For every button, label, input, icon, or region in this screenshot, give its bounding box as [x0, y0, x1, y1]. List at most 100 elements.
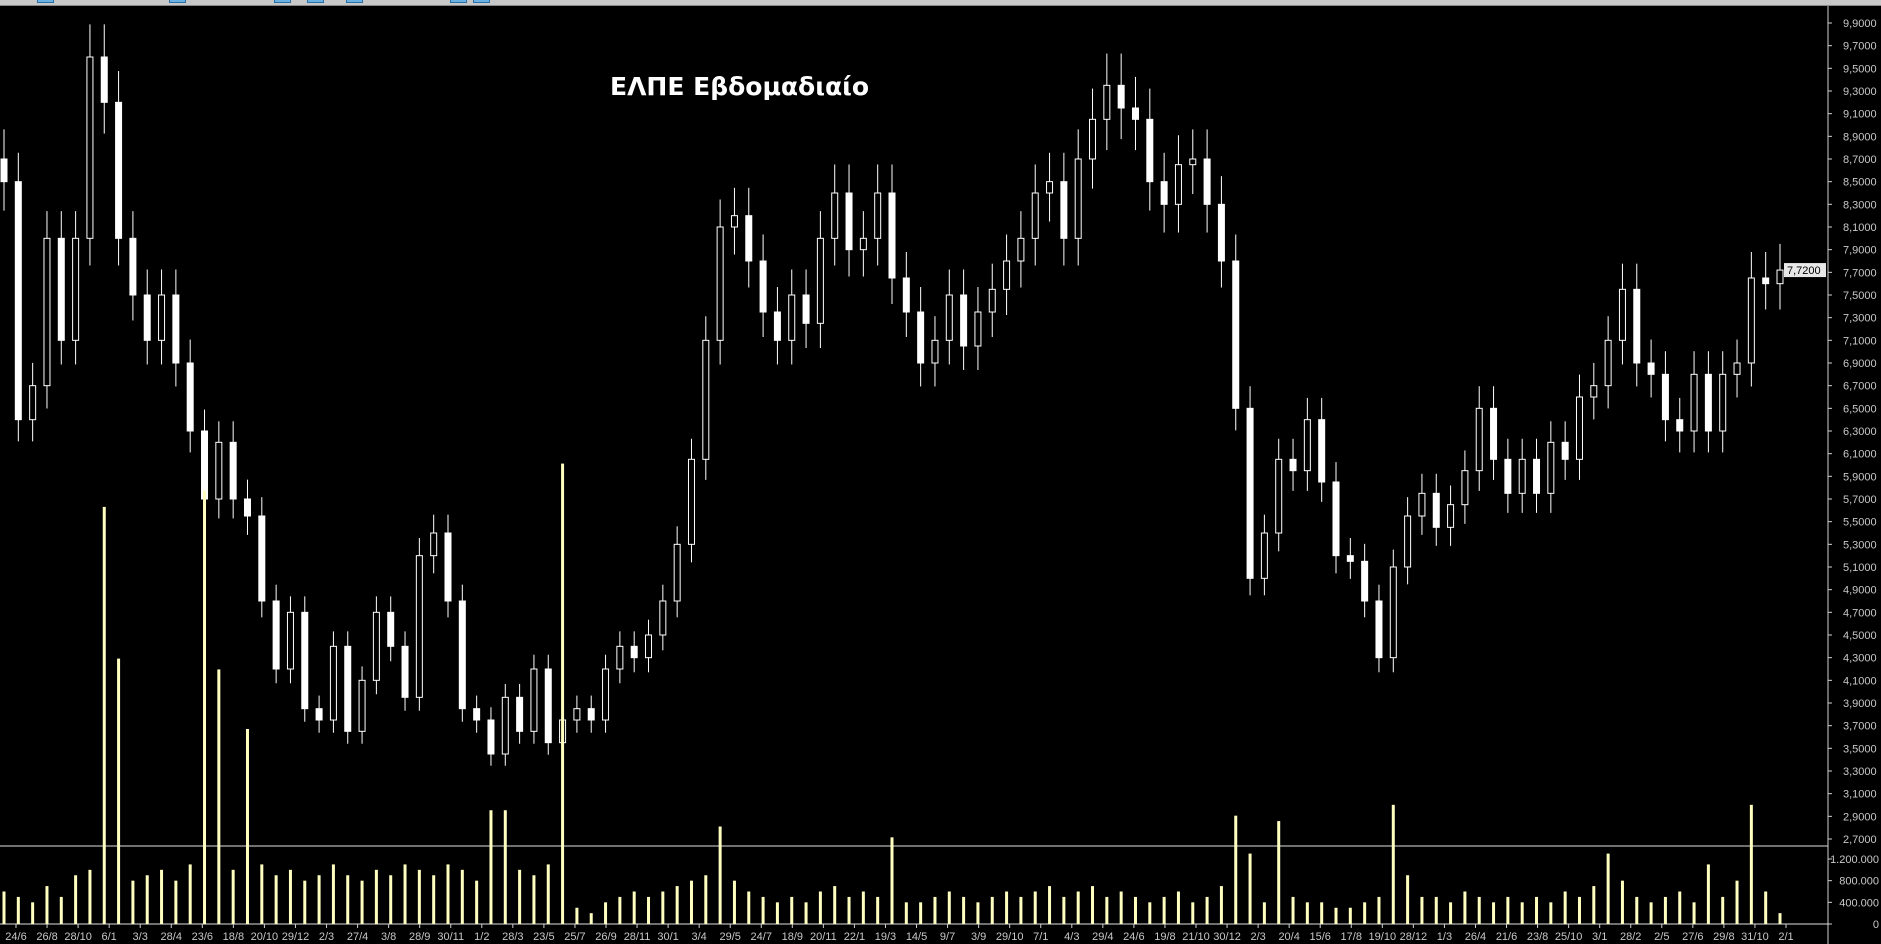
date-tick-label: 22/1 — [844, 931, 865, 943]
volume-bar — [561, 463, 565, 924]
date-tick-label: 20/11 — [810, 931, 837, 943]
price-tick-label: 4,7000 — [1843, 607, 1877, 619]
date-tick-label: 3/3 — [133, 931, 148, 943]
candle-body — [1747, 277, 1755, 364]
volume-bar — [1062, 896, 1066, 924]
volume-bar — [1577, 896, 1581, 924]
volume-bar — [1764, 891, 1768, 924]
volume-bar — [1463, 891, 1467, 924]
volume-bar — [1377, 896, 1381, 924]
volume-bar — [1320, 902, 1324, 924]
volume-bar — [317, 875, 321, 924]
date-tick-label: 31/10 — [1741, 931, 1769, 943]
price-tick-label: 6,7000 — [1843, 381, 1877, 393]
date-tick-label: 29/4 — [1092, 931, 1113, 943]
candle-body — [1461, 470, 1469, 506]
candle-body — [415, 555, 423, 698]
toolbar-button[interactable] — [346, 0, 363, 3]
candle-body — [931, 339, 939, 364]
volume-bar — [360, 880, 364, 924]
volume-bar — [288, 869, 292, 924]
volume-bar — [632, 891, 636, 924]
candle-body — [143, 294, 151, 341]
date-tick-label: 28/2 — [1620, 931, 1641, 943]
candle-body — [1575, 396, 1583, 460]
candle-body — [1074, 158, 1082, 239]
candle-body — [158, 294, 166, 341]
volume-bar — [833, 886, 837, 924]
volume-bar — [1592, 886, 1596, 924]
candle-body — [945, 294, 953, 341]
candle-body — [1518, 458, 1526, 494]
volume-bar — [647, 896, 651, 924]
volume-bar — [919, 902, 923, 924]
toolbar-button[interactable] — [169, 0, 186, 3]
volume-bar — [933, 896, 937, 924]
candle-body — [358, 679, 366, 732]
toolbar-button[interactable] — [473, 0, 490, 3]
volume-bar — [31, 902, 35, 924]
candle-body — [286, 611, 294, 670]
candle-body — [1604, 339, 1612, 387]
chart-title: ΕΛΠΕ Εβδομαδιαίο — [610, 72, 870, 101]
toolbar-button[interactable] — [274, 0, 291, 3]
volume-bar — [417, 869, 421, 924]
date-tick-label: 28/12 — [1400, 931, 1428, 943]
volume-bar — [489, 810, 493, 924]
volume-bar — [618, 896, 622, 924]
date-tick-label: 2/3 — [1250, 931, 1265, 943]
price-tick-label: 3,9000 — [1843, 698, 1877, 710]
toolbar-button[interactable] — [37, 0, 54, 3]
price-tick-label: 2,9000 — [1843, 811, 1877, 823]
candle-body — [516, 696, 524, 732]
date-tick-label: 26/4 — [1465, 931, 1486, 943]
date-tick-label: 9/7 — [940, 931, 955, 943]
volume-bar — [962, 896, 966, 924]
volume-bar — [403, 864, 407, 924]
volume-bar — [790, 896, 794, 924]
date-tick-label: 7/1 — [1033, 931, 1048, 943]
date-tick-label: 24/6 — [5, 931, 26, 943]
candle-body — [687, 458, 695, 545]
volume-bar — [661, 891, 665, 924]
volume-bar — [1048, 886, 1052, 924]
volume-bar — [331, 864, 335, 924]
candle-body — [802, 294, 810, 324]
volume-bar — [818, 891, 822, 924]
candle-body — [243, 498, 251, 517]
candle-body — [1762, 277, 1770, 285]
candle-body — [458, 600, 466, 710]
candle-body — [616, 645, 624, 670]
candle-body — [258, 515, 266, 602]
price-tick-label: 7,1000 — [1843, 335, 1877, 347]
candle-body — [544, 668, 552, 744]
volume-bar — [1005, 891, 1009, 924]
candle-body — [602, 668, 610, 721]
volume-bar — [804, 902, 808, 924]
volume-bar — [1391, 804, 1395, 924]
candle-body — [1389, 566, 1397, 659]
candle-body — [1418, 492, 1426, 517]
volume-bar — [1334, 907, 1338, 924]
toolbar-button[interactable] — [307, 0, 324, 3]
price-tick-label: 7,9000 — [1843, 245, 1877, 257]
volume-bar — [1248, 853, 1252, 924]
candle-body — [630, 645, 638, 659]
price-tick-label: 6,3000 — [1843, 426, 1877, 438]
date-tick-label: 23/5 — [533, 931, 554, 943]
candle-body — [759, 260, 767, 313]
volume-bar — [1277, 821, 1281, 924]
price-tick-label: 9,5000 — [1843, 63, 1877, 75]
volume-bar — [1148, 902, 1152, 924]
volume-tick-label: 800.000 — [1839, 876, 1879, 888]
candle-body — [730, 215, 738, 228]
candle-body — [1432, 492, 1440, 528]
candle-body — [1618, 288, 1626, 341]
price-tick-label: 4,5000 — [1843, 630, 1877, 642]
candle-body — [129, 237, 137, 296]
toolbar-button[interactable] — [450, 0, 467, 3]
candle-body — [788, 294, 796, 341]
candle-body — [1504, 458, 1512, 494]
volume-bar — [503, 810, 507, 924]
